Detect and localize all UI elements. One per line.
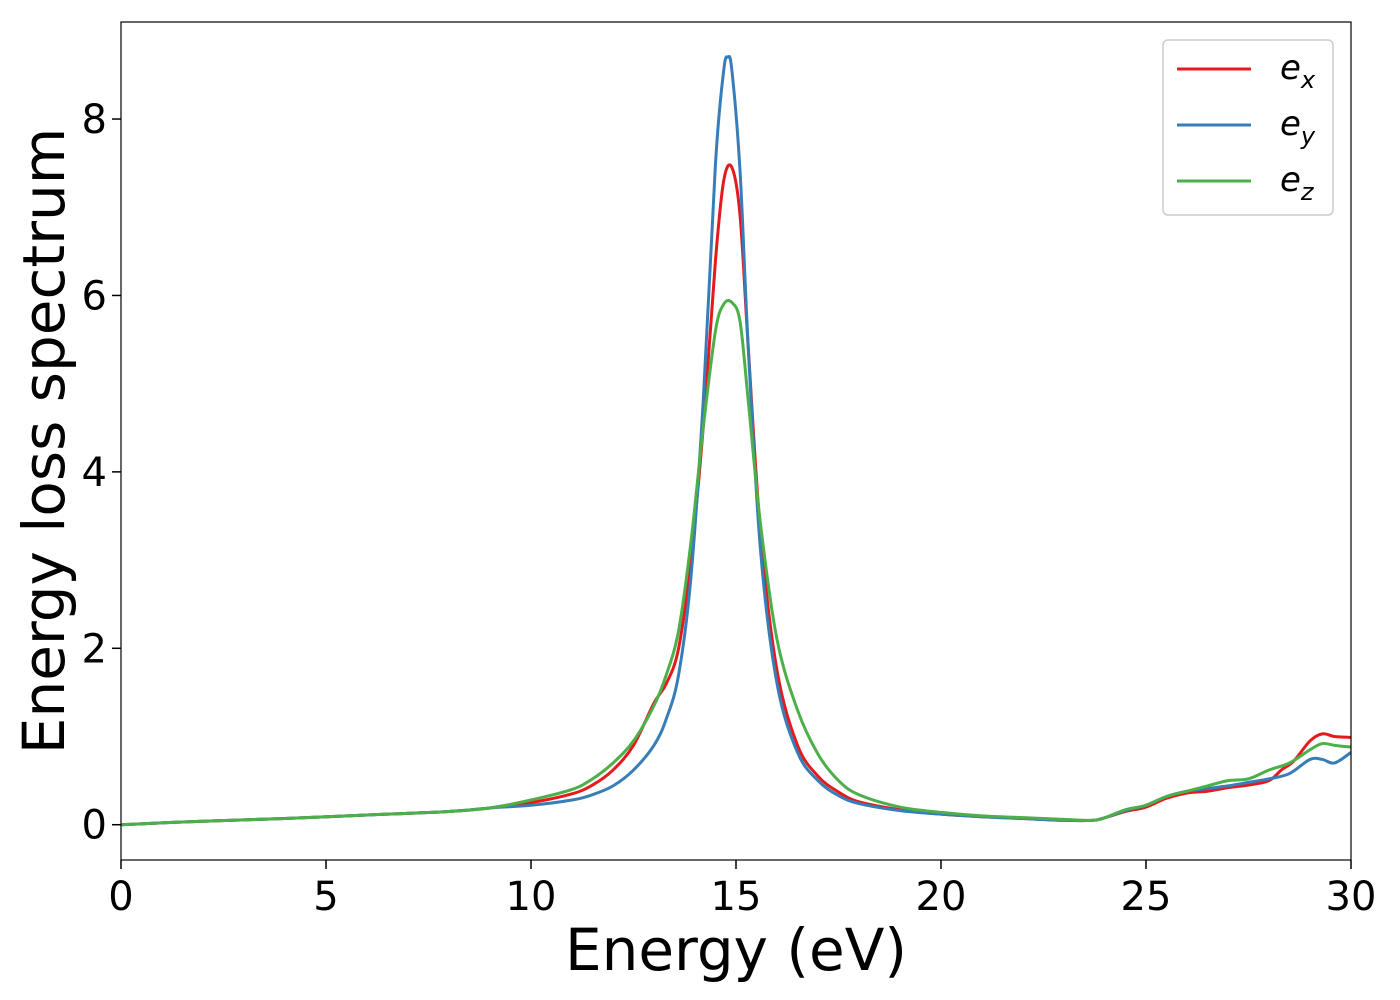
x-tick-label: 5 (313, 874, 338, 920)
y-axis: 0 2 4 6 8 (82, 97, 121, 849)
series-line-ex (121, 163, 1351, 827)
legend-label-ez: ez (1280, 160, 1315, 206)
y-tick-label: 6 (82, 273, 107, 319)
legend-box (1162, 39, 1334, 216)
series-layer (121, 54, 1351, 827)
x-tick-label: 20 (916, 874, 967, 920)
legend: ex ey ez (1162, 39, 1334, 216)
x-axis: 0 5 10 15 20 25 30 (108, 860, 1376, 920)
x-tick-label: 0 (108, 874, 133, 920)
x-tick-label: 30 (1326, 874, 1377, 920)
y-tick-label: 8 (82, 97, 107, 143)
y-tick-label: 2 (82, 626, 107, 672)
y-axis-title: Energy loss spectrum (10, 128, 78, 754)
x-axis-title: Energy (eV) (565, 916, 907, 984)
x-tick-label: 15 (711, 874, 762, 920)
y-tick-label: 0 (82, 803, 107, 849)
y-tick-label: 4 (82, 450, 107, 496)
legend-label-ex: ex (1280, 48, 1316, 94)
x-tick-label: 10 (506, 874, 557, 920)
x-tick-label: 25 (1121, 874, 1172, 920)
series-line-ez (121, 299, 1351, 827)
legend-label-ey: ey (1280, 104, 1316, 150)
